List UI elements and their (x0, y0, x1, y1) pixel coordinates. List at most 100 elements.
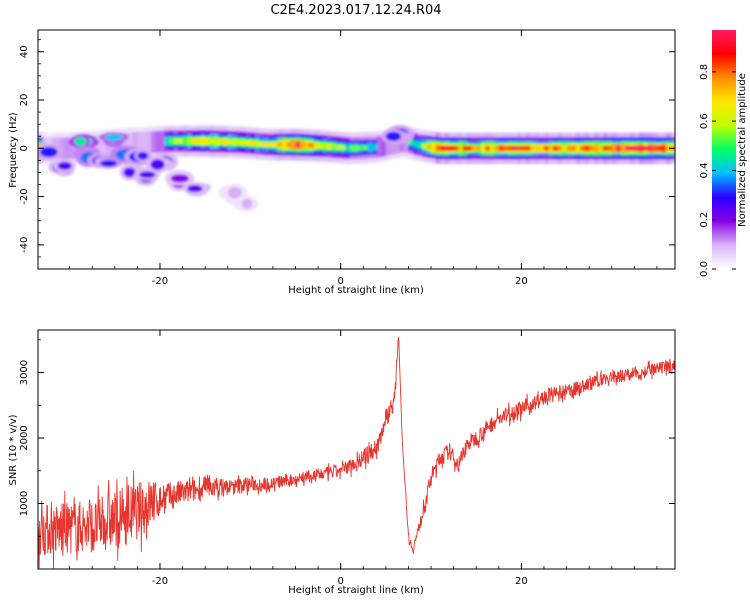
spectrogram-cell (286, 142, 292, 148)
spectrogram-cell (227, 139, 233, 145)
spectrogram-cell (137, 131, 143, 154)
snr-x-tick-label: 0 (338, 576, 344, 587)
spectrogram-cell (616, 145, 622, 151)
spectrogram-cell (178, 138, 184, 144)
spectrogram-cell (498, 145, 504, 151)
spectrogram-cell (74, 137, 87, 147)
spectrogram-cell (182, 138, 188, 144)
spectrogram-cell (417, 142, 423, 148)
spectrogram-cell (191, 138, 197, 144)
snr-x-axis-label: Height of straight line (km) (288, 585, 424, 596)
spectrogram-cell (132, 132, 138, 154)
spectrogram-y-axis-label: Frequency (Hz) (8, 112, 19, 188)
spectrogram-cell (467, 145, 473, 151)
spectrogram-cell (422, 143, 428, 149)
spectrogram-cell (60, 137, 66, 160)
spectrogram-cell (444, 145, 450, 151)
spectrogram-cell (385, 133, 391, 156)
spectrogram-cell (584, 145, 590, 151)
spectrogram-cell (634, 145, 640, 151)
snr-content (38, 337, 675, 569)
spectrogram-x-tick-label: -20 (152, 276, 168, 287)
spectrogram-cell (241, 198, 253, 209)
colorbar-label: Normalized spectral amplitude (737, 73, 748, 227)
spectrogram-cell (173, 138, 179, 144)
spectrogram-cell (489, 145, 495, 151)
spectrogram-cell (476, 145, 482, 151)
spectrogram-x-tick-label: 0 (338, 276, 344, 287)
spectrogram-cell (548, 145, 554, 151)
spectrogram-cell (245, 140, 251, 146)
spectrogram-cell (155, 130, 161, 153)
spectrogram-cell (652, 145, 658, 151)
spectrogram-cell (196, 138, 202, 144)
spectrogram-cell (358, 145, 364, 151)
spectrogram-cell (241, 140, 247, 145)
spectrogram-cell (412, 141, 419, 147)
spectrogram-cell (598, 145, 604, 151)
snr-panel: -20 0 20 1000 2000 3000 Height of straight l… (8, 329, 676, 596)
spectrogram-cell (281, 142, 288, 148)
colorbar-scale (712, 30, 736, 269)
spectrogram-cell (304, 142, 310, 148)
spectrogram-cell (503, 145, 509, 151)
spectrogram-cell (218, 139, 224, 144)
spectrogram-cell (187, 185, 203, 193)
spectrogram-cell (227, 186, 242, 199)
spectrogram-y-tick-label: 0 (19, 145, 30, 151)
snr-y-ticks: 1000 2000 3000 (19, 339, 675, 537)
spectrogram-cell (104, 134, 124, 141)
spectrogram-cell (150, 159, 165, 170)
spectrogram-cell (123, 167, 136, 178)
spectrogram-cell (516, 145, 522, 151)
spectrogram-cell (141, 131, 148, 154)
figure-title: C2E4.2023.017.12.24.R04 (270, 3, 441, 18)
spectrogram-cell (426, 144, 432, 150)
spectrogram-cell (123, 132, 129, 155)
spectrogram-x-axis-label: Height of straight line (km) (288, 285, 424, 296)
spectrogram-cell (530, 145, 536, 151)
spectrogram-cell (150, 131, 157, 153)
spectrogram-cell (263, 142, 270, 147)
spectrogram-cell (381, 134, 387, 157)
colorbar-tick-label: 0.2 (699, 212, 710, 228)
spectrogram-frame (37, 29, 676, 270)
spectrogram-cell (250, 140, 256, 146)
spectrogram-cell (159, 130, 166, 153)
spectrogram-cell (453, 145, 459, 151)
spectrogram-cell (611, 145, 617, 151)
spectrogram-cell (101, 134, 107, 157)
spectrogram-cell (539, 145, 545, 151)
colorbar: 0.0 0.2 0.4 0.6 0.8 Normalized spectral ampl… (699, 30, 748, 277)
spectrogram-cell (268, 142, 274, 148)
spectrogram-cell (625, 145, 631, 151)
snr-frame (37, 329, 676, 570)
spectrogram-cell (295, 142, 301, 148)
spectrogram-cell (665, 145, 672, 151)
spectrogram-cell (408, 140, 414, 146)
snr-y-tick-label: 2000 (19, 425, 30, 450)
spectrogram-cell (236, 139, 242, 145)
spectrogram-cell (372, 144, 378, 150)
spectrogram-cell (69, 137, 75, 159)
spectrogram-y-tick-label: -40 (19, 237, 30, 253)
spectrogram-cell (557, 145, 563, 151)
colorbar-tick-label: 0.0 (699, 261, 710, 277)
spectrogram-y-tick-label: -20 (19, 188, 30, 204)
spectrogram-cell (431, 144, 437, 150)
spectrogram-cell (209, 138, 215, 144)
colorbar-ticks: 0.0 0.2 0.4 0.6 0.8 (699, 64, 736, 277)
spectrogram-cell (458, 145, 464, 151)
spectrogram-cell (65, 137, 71, 160)
spectrogram-cell (313, 143, 319, 148)
spectrogram-x-tick-label: 20 (515, 276, 528, 287)
spectrogram-cell (96, 134, 102, 157)
spectrogram-cell (327, 144, 333, 149)
snr-x-tick-label: 20 (515, 576, 528, 587)
spectrogram-panel: -20 0 20 -40 -20 0 20 40 Height of straight li… (8, 29, 676, 296)
snr-y-axis-label: SNR (10 * v/v) (8, 414, 19, 485)
spectrogram-cell (169, 138, 175, 144)
spectrogram-cell (259, 141, 265, 147)
spectrogram-cell (363, 145, 369, 151)
